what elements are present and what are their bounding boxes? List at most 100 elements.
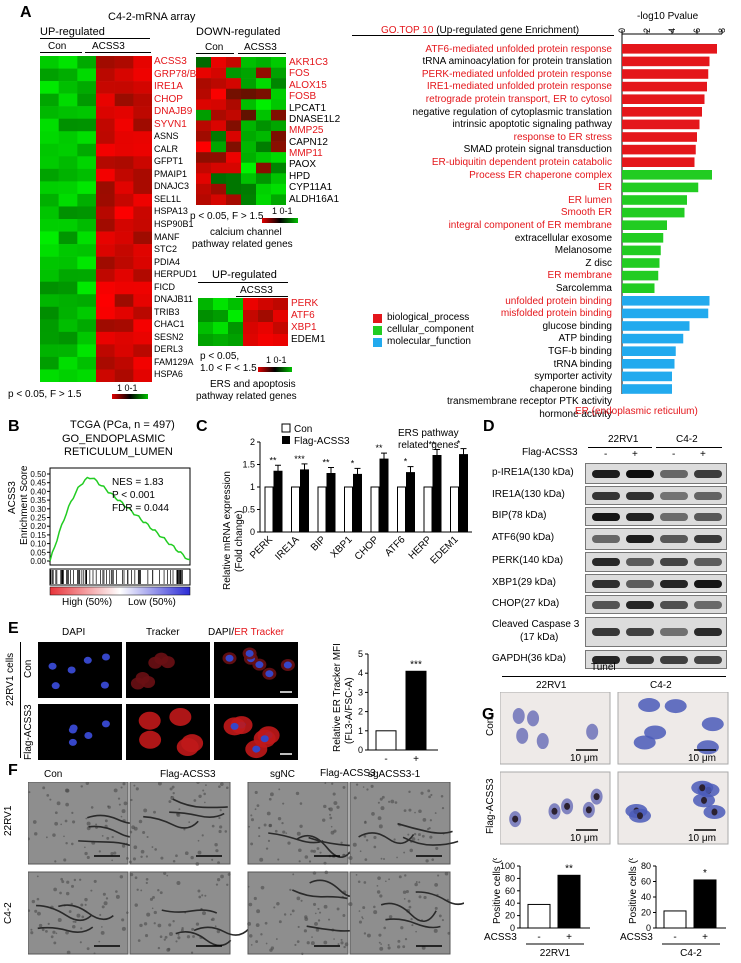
em-granule — [65, 930, 69, 935]
em-granule — [132, 857, 137, 861]
tunel-category-label: - — [673, 932, 676, 943]
heatmap-cell — [77, 193, 97, 207]
heatmap-cell — [271, 183, 286, 195]
em-granule — [47, 922, 50, 926]
heatmap-cell — [114, 81, 134, 94]
em-granule — [28, 791, 31, 794]
em-granule — [357, 880, 361, 883]
go-bar — [622, 359, 675, 369]
em-granule — [120, 815, 123, 818]
wb-sign: + — [632, 449, 638, 460]
wb-row-label: (17 kDa) — [520, 632, 559, 643]
heatmap-cell — [40, 331, 59, 345]
em-granule — [387, 943, 390, 946]
go-bar — [622, 69, 709, 79]
go-term-label: ER — [598, 182, 612, 194]
heatmap-cell — [196, 173, 212, 185]
em-granule — [361, 916, 363, 919]
em-granule — [60, 877, 63, 881]
tunel-positive-nucleus — [551, 807, 558, 815]
em-granule — [218, 785, 221, 788]
em-granule — [211, 824, 215, 828]
wb-row-label: GAPDH(36 kDa) — [492, 652, 566, 664]
em-granule — [102, 892, 106, 896]
heatmap-cell — [77, 181, 97, 195]
qpcr-bar-con — [423, 486, 433, 533]
em-granule — [217, 861, 220, 865]
em-granule — [283, 913, 287, 916]
em-granule — [56, 801, 61, 806]
tunel-bar-22rv1: 0 20 40 60 80 100 - + ** ACSS3 22RV1 Positive cells… — [484, 858, 590, 959]
go-term-label: Sarcolemma — [555, 282, 612, 294]
heatmap-cell — [196, 78, 212, 90]
em-granule — [434, 906, 438, 910]
qpcr-bar-acss3 — [326, 473, 336, 533]
tunel-ytick-label: 20 — [505, 911, 515, 921]
heatmap-cell — [226, 57, 242, 68]
heatmap-cell — [114, 294, 134, 308]
em-granule — [171, 785, 175, 789]
up-gene-label: SESN2 — [154, 331, 184, 342]
em-col-label: sgNC — [270, 769, 296, 780]
down-heatmap — [196, 57, 286, 205]
em-er-membrane — [161, 909, 218, 914]
em-granule — [348, 902, 353, 907]
em-granule — [30, 928, 33, 931]
heatmap-cell — [58, 219, 78, 232]
em-granule — [329, 813, 332, 816]
tunel-category-label: + — [702, 932, 708, 943]
qpcr-significance: ** — [269, 455, 277, 465]
heatmap-cell — [58, 131, 78, 145]
heatmap-cell — [77, 256, 97, 270]
go-bar — [622, 207, 685, 218]
heatmap-cell — [226, 162, 242, 174]
em-granule — [201, 834, 204, 837]
heatmap-cell — [77, 331, 97, 345]
ers-caption-1: ERS and apoptosis — [210, 379, 296, 390]
heatmap-cell — [226, 109, 242, 121]
em-granule — [282, 830, 286, 834]
em-granule — [28, 837, 30, 841]
go-bar — [622, 283, 655, 293]
wb-strip — [585, 574, 727, 593]
em-granule — [324, 782, 327, 784]
go-term-label: tRNA aminoacylation for protein translat… — [422, 56, 612, 68]
em-granule — [191, 927, 195, 931]
go-bar — [622, 170, 712, 180]
em-granule — [52, 930, 56, 934]
heatmap-cell — [114, 231, 134, 245]
em-granule — [405, 890, 409, 894]
heatmap-cell — [256, 141, 272, 153]
wb-band — [592, 579, 620, 588]
go-term-label: unfolded protein binding — [505, 295, 612, 307]
em-granule — [310, 849, 314, 853]
go-bar — [622, 296, 710, 306]
if-nucleus — [48, 662, 57, 670]
scale-label: 10 μm — [570, 753, 598, 764]
em-granule — [319, 911, 322, 914]
em-image — [129, 871, 231, 955]
heatmap-cell — [96, 131, 115, 145]
heatmap-cell — [58, 206, 78, 220]
em-granule — [323, 940, 328, 945]
em-granule — [140, 855, 143, 859]
em-granule — [81, 915, 85, 919]
tunel-title: Tunel — [591, 662, 616, 673]
em-granule — [298, 860, 301, 863]
heatmap-cell — [40, 306, 59, 320]
heatmap-cell — [196, 141, 212, 153]
go-title: GO.TOP 10 (Up-regulated gene Enrichment) — [381, 26, 579, 36]
em-granule — [36, 897, 40, 901]
em-granule — [49, 798, 52, 801]
em-granule — [397, 939, 401, 943]
em-granule — [72, 820, 76, 824]
em-granule — [373, 845, 377, 849]
wb-band — [660, 628, 688, 636]
tunel-cell-2: C4-2 — [650, 680, 672, 691]
em-granule — [431, 858, 435, 861]
gsea-ytick-label: 0.40 — [30, 487, 46, 496]
heatmap-cell — [40, 281, 59, 295]
tunel-positive-nucleus — [636, 812, 643, 820]
em-granule — [80, 903, 84, 907]
wb-band — [694, 655, 722, 664]
